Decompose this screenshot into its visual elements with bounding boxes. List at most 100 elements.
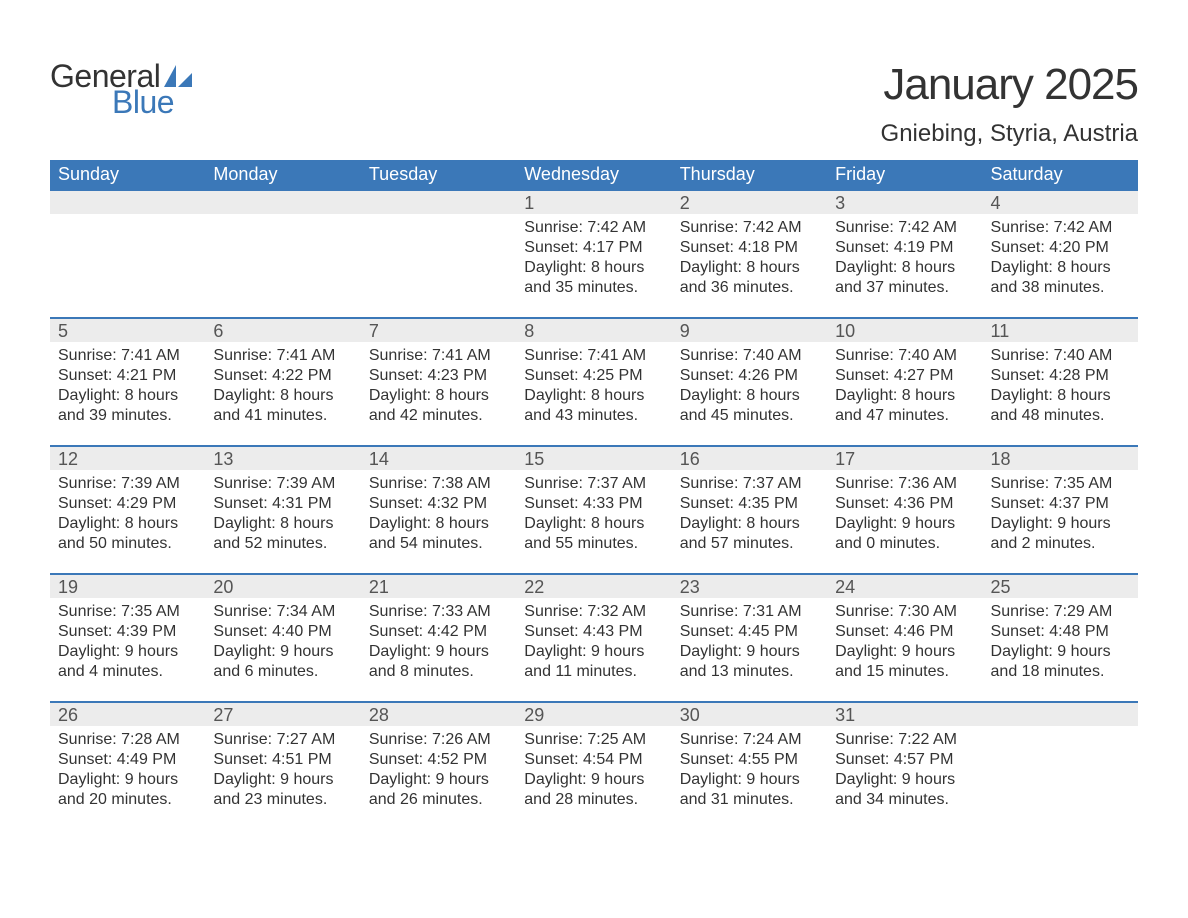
day-detail: Sunrise: 7:27 AMSunset: 4:51 PMDaylight:… [205,726,360,830]
day-sunset: Sunset: 4:31 PM [213,494,352,514]
day-number: 4 [983,190,1138,214]
day-sunset: Sunset: 4:48 PM [991,622,1130,642]
day-sunrise: Sunrise: 7:32 AM [524,602,663,622]
day-daylight2: and 2 minutes. [991,534,1130,554]
day-detail: Sunrise: 7:40 AMSunset: 4:26 PMDaylight:… [672,342,827,446]
day-daylight2: and 34 minutes. [835,790,974,810]
day-number: 13 [205,446,360,470]
empty-day-number [50,190,205,214]
day-daylight2: and 36 minutes. [680,278,819,298]
day-daylight2: and 26 minutes. [369,790,508,810]
day-number: 26 [50,702,205,726]
day-sunrise: Sunrise: 7:27 AM [213,730,352,750]
day-sunrise: Sunrise: 7:41 AM [524,346,663,366]
location-subtitle: Gniebing, Styria, Austria [881,120,1138,148]
day-sunrise: Sunrise: 7:39 AM [213,474,352,494]
day-detail: Sunrise: 7:38 AMSunset: 4:32 PMDaylight:… [361,470,516,574]
day-detail: Sunrise: 7:40 AMSunset: 4:27 PMDaylight:… [827,342,982,446]
day-daylight1: Daylight: 9 hours [524,642,663,662]
day-sunset: Sunset: 4:19 PM [835,238,974,258]
empty-day-detail [50,214,205,318]
day-sunrise: Sunrise: 7:37 AM [524,474,663,494]
day-detail: Sunrise: 7:34 AMSunset: 4:40 PMDaylight:… [205,598,360,702]
day-detail: Sunrise: 7:39 AMSunset: 4:29 PMDaylight:… [50,470,205,574]
day-sunset: Sunset: 4:35 PM [680,494,819,514]
day-sunrise: Sunrise: 7:25 AM [524,730,663,750]
day-daylight1: Daylight: 9 hours [835,514,974,534]
day-detail: Sunrise: 7:37 AMSunset: 4:33 PMDaylight:… [516,470,671,574]
day-sunrise: Sunrise: 7:38 AM [369,474,508,494]
day-sunset: Sunset: 4:54 PM [524,750,663,770]
day-number: 31 [827,702,982,726]
day-sunrise: Sunrise: 7:41 AM [58,346,197,366]
day-sunrise: Sunrise: 7:34 AM [213,602,352,622]
empty-day-number [361,190,516,214]
day-sunset: Sunset: 4:52 PM [369,750,508,770]
day-sunrise: Sunrise: 7:30 AM [835,602,974,622]
day-sunrise: Sunrise: 7:31 AM [680,602,819,622]
brand-word-2: Blue [112,86,192,118]
day-sunrise: Sunrise: 7:40 AM [680,346,819,366]
day-sunset: Sunset: 4:36 PM [835,494,974,514]
page-header: General Blue January 2025 Gniebing, Styr… [50,60,1138,148]
day-detail: Sunrise: 7:26 AMSunset: 4:52 PMDaylight:… [361,726,516,830]
day-detail: Sunrise: 7:30 AMSunset: 4:46 PMDaylight:… [827,598,982,702]
day-daylight1: Daylight: 8 hours [369,386,508,406]
day-sunrise: Sunrise: 7:22 AM [835,730,974,750]
day-detail: Sunrise: 7:32 AMSunset: 4:43 PMDaylight:… [516,598,671,702]
day-sunset: Sunset: 4:28 PM [991,366,1130,386]
day-daylight1: Daylight: 8 hours [524,258,663,278]
day-detail: Sunrise: 7:42 AMSunset: 4:17 PMDaylight:… [516,214,671,318]
day-daylight1: Daylight: 8 hours [58,514,197,534]
weekday-header: Wednesday [516,160,671,190]
day-daylight2: and 47 minutes. [835,406,974,426]
day-daylight2: and 42 minutes. [369,406,508,426]
day-sunset: Sunset: 4:23 PM [369,366,508,386]
day-sunrise: Sunrise: 7:29 AM [991,602,1130,622]
day-daylight2: and 48 minutes. [991,406,1130,426]
day-daylight1: Daylight: 8 hours [835,258,974,278]
day-daylight2: and 15 minutes. [835,662,974,682]
week-detail-row: Sunrise: 7:35 AMSunset: 4:39 PMDaylight:… [50,598,1138,702]
day-daylight1: Daylight: 8 hours [369,514,508,534]
day-detail: Sunrise: 7:37 AMSunset: 4:35 PMDaylight:… [672,470,827,574]
weekday-header: Tuesday [361,160,516,190]
day-daylight1: Daylight: 9 hours [58,770,197,790]
day-sunset: Sunset: 4:55 PM [680,750,819,770]
week-daynum-row: 262728293031 [50,702,1138,726]
day-sunset: Sunset: 4:32 PM [369,494,508,514]
day-daylight1: Daylight: 8 hours [835,386,974,406]
day-sunset: Sunset: 4:33 PM [524,494,663,514]
day-detail: Sunrise: 7:40 AMSunset: 4:28 PMDaylight:… [983,342,1138,446]
day-sunrise: Sunrise: 7:35 AM [58,602,197,622]
day-daylight1: Daylight: 8 hours [213,386,352,406]
day-detail: Sunrise: 7:31 AMSunset: 4:45 PMDaylight:… [672,598,827,702]
day-sunrise: Sunrise: 7:36 AM [835,474,974,494]
day-daylight1: Daylight: 8 hours [213,514,352,534]
day-number: 27 [205,702,360,726]
day-sunrise: Sunrise: 7:42 AM [835,218,974,238]
day-daylight2: and 57 minutes. [680,534,819,554]
day-number: 8 [516,318,671,342]
day-number: 7 [361,318,516,342]
day-detail: Sunrise: 7:41 AMSunset: 4:25 PMDaylight:… [516,342,671,446]
calendar-table: SundayMondayTuesdayWednesdayThursdayFrid… [50,160,1138,830]
title-block: January 2025 Gniebing, Styria, Austria [881,60,1138,148]
day-number: 16 [672,446,827,470]
day-daylight1: Daylight: 9 hours [991,642,1130,662]
day-sunset: Sunset: 4:40 PM [213,622,352,642]
day-sunset: Sunset: 4:57 PM [835,750,974,770]
day-daylight2: and 8 minutes. [369,662,508,682]
day-sunset: Sunset: 4:22 PM [213,366,352,386]
day-number: 19 [50,574,205,598]
day-daylight2: and 38 minutes. [991,278,1130,298]
day-sunrise: Sunrise: 7:42 AM [991,218,1130,238]
day-detail: Sunrise: 7:41 AMSunset: 4:21 PMDaylight:… [50,342,205,446]
day-sunset: Sunset: 4:49 PM [58,750,197,770]
day-number: 3 [827,190,982,214]
day-daylight1: Daylight: 9 hours [369,770,508,790]
day-number: 18 [983,446,1138,470]
empty-day-number [205,190,360,214]
weekday-header: Saturday [983,160,1138,190]
week-detail-row: Sunrise: 7:28 AMSunset: 4:49 PMDaylight:… [50,726,1138,830]
